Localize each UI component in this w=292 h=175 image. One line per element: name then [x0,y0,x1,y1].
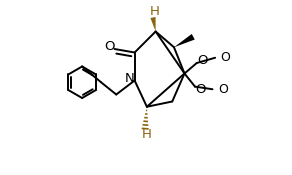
Text: H: H [142,128,152,141]
Text: O: O [195,83,206,96]
Text: O: O [221,51,231,64]
Text: H: H [150,5,160,18]
Polygon shape [150,17,156,32]
Text: O: O [218,83,228,96]
Polygon shape [174,34,195,47]
Text: O: O [198,54,208,67]
Text: O: O [104,40,115,53]
Text: N: N [124,72,134,85]
